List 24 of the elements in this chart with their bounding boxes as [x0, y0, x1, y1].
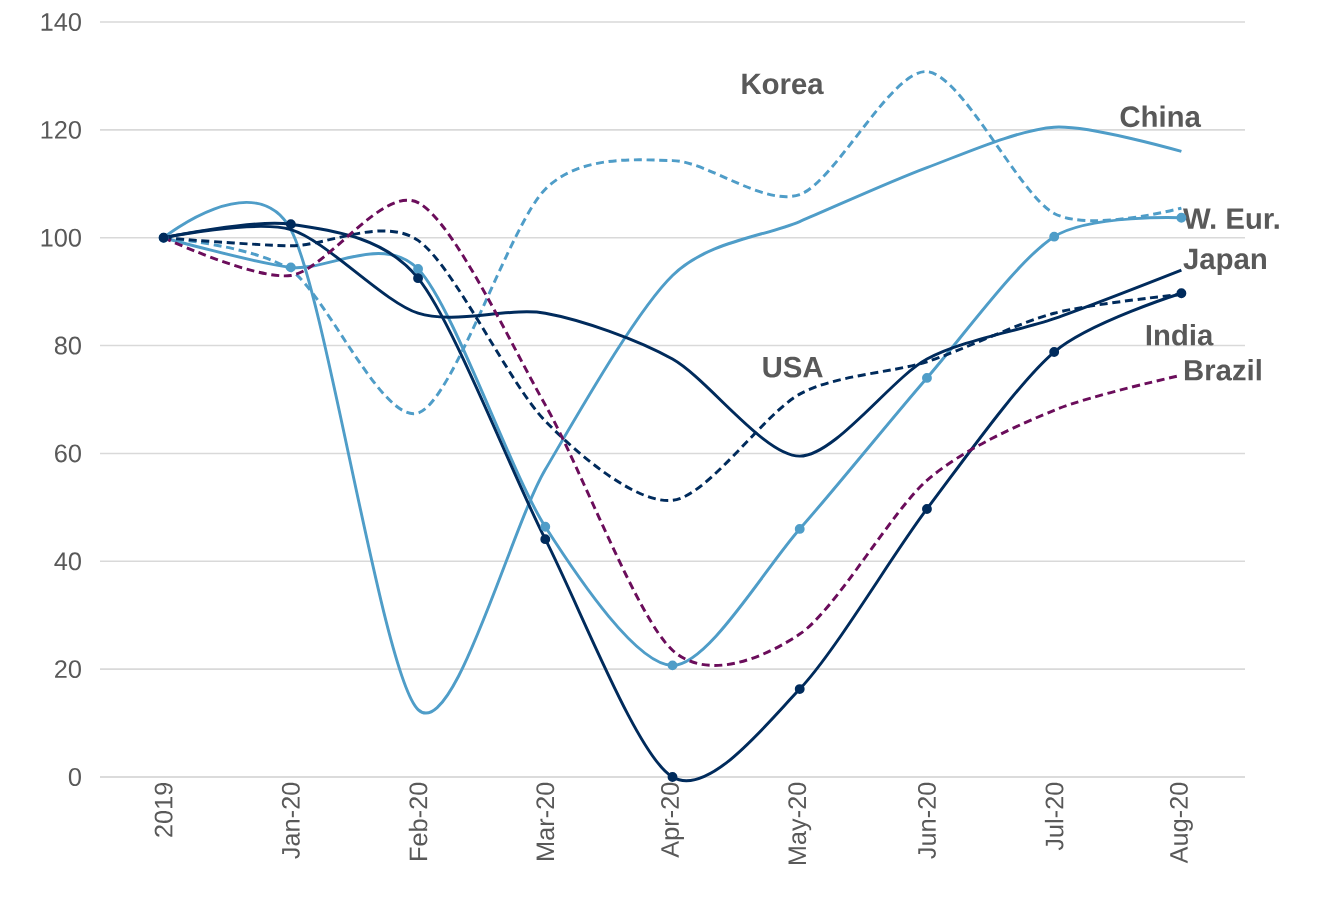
x-tick-label: Feb-20	[408, 782, 428, 860]
x-tick-label: Mar-20	[536, 782, 555, 860]
series-label: W. Eur.	[1183, 208, 1279, 230]
y-tick-label: 80	[54, 336, 81, 355]
x-tick-label: May-20	[788, 782, 812, 865]
x-tick-label: 2019	[154, 782, 173, 837]
y-tick-label: 20	[55, 660, 81, 679]
y-tick-label: 140	[41, 13, 81, 31]
x-tick-label: Jul-20	[1044, 782, 1064, 851]
x-tick-label: Apr-20	[661, 782, 684, 858]
x-tick-label: Jun-20	[917, 782, 936, 859]
series-label: India	[1146, 324, 1214, 346]
y-tick-label: 100	[41, 228, 81, 247]
y-tick-label: 40	[54, 552, 81, 571]
series-label: China	[1120, 105, 1202, 128]
series-label: Japan	[1183, 248, 1266, 276]
y-tick-label: 60	[55, 444, 81, 463]
series-label: Brazil	[1184, 359, 1261, 381]
x-tick-label: Jan-20	[281, 782, 300, 859]
x-tick-label: Aug-20	[1169, 782, 1193, 864]
series-label: USA	[763, 356, 823, 378]
y-tick-label: 120	[41, 120, 81, 139]
series-label: Korea	[742, 73, 824, 95]
y-tick-label: 0	[68, 768, 81, 786]
